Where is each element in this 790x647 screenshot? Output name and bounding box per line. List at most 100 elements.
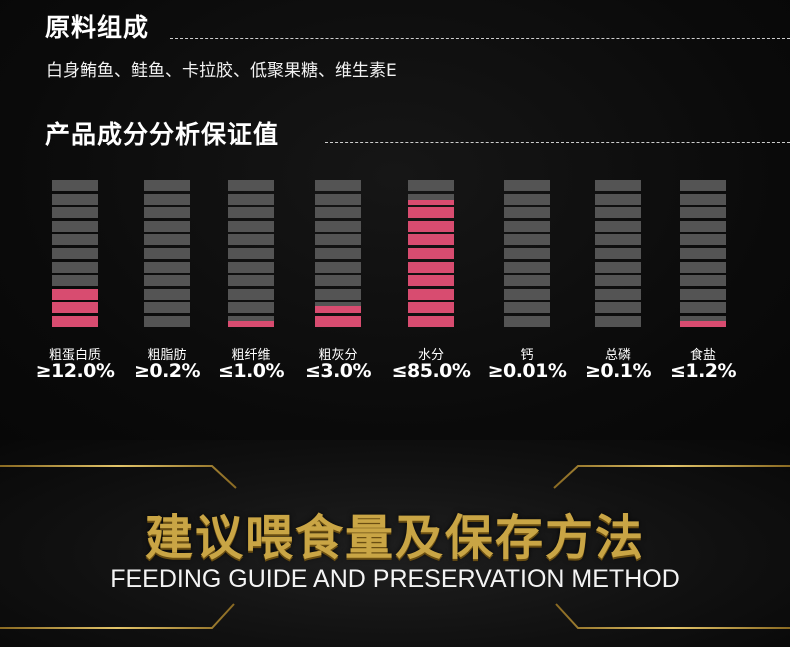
bar-segment: [504, 316, 550, 327]
bar-segment: [595, 180, 641, 191]
bar-segment: [680, 288, 726, 300]
bar-segment: [315, 275, 361, 287]
nutrient-label: 水分: [417, 348, 444, 363]
bar-segment: [680, 220, 726, 232]
bar-segment: [228, 288, 274, 300]
bar-segment: [315, 248, 361, 259]
bar-segment: [504, 207, 550, 219]
nutrient-bar: [144, 180, 190, 332]
bar-segment: [680, 248, 726, 259]
bar-segment: [144, 275, 190, 287]
nutrient-label: 总磷: [604, 348, 631, 363]
nutrient-value: ≤85.0%: [391, 360, 471, 382]
bar-segment: [228, 275, 274, 287]
bar-segment: [504, 248, 550, 259]
nutrient-bar: [504, 180, 550, 332]
bar-segment: [144, 193, 190, 205]
bar-segment: [504, 180, 550, 191]
nutrient-label: 钙: [520, 348, 534, 363]
bar-segment: [595, 207, 641, 219]
heading-divider: [170, 38, 790, 39]
bar-fill: [680, 321, 726, 327]
bar-segment: [315, 288, 361, 300]
bar-segment: [680, 275, 726, 287]
bar-fill: [52, 316, 98, 327]
bar-segment: [228, 180, 274, 191]
feeding-guide-title: 建议喂食量及保存方法: [144, 510, 645, 566]
heading-divider: [325, 142, 790, 143]
bar-segment: [504, 288, 550, 300]
bar-segment: [52, 180, 98, 191]
bar-segment: [595, 316, 641, 327]
bar-segment: [595, 261, 641, 273]
bar-segment: [144, 234, 190, 246]
nutrient-label: 食盐: [689, 348, 716, 363]
nutrient-bar: [680, 180, 726, 332]
bar-segment: [52, 261, 98, 273]
nutrient-label: 粗灰分: [318, 348, 358, 363]
bar-segment: [504, 220, 550, 232]
bar-segment: [680, 207, 726, 219]
bar-segment: [315, 234, 361, 246]
bar-segment: [52, 248, 98, 259]
bar-fill: [408, 248, 454, 259]
bar-segment: [228, 261, 274, 273]
bar-fill: [228, 321, 274, 327]
bar-segment: [680, 302, 726, 314]
nutrient-value: ≥0.2%: [133, 360, 201, 382]
bar-segment: [680, 180, 726, 191]
bar-segment: [52, 275, 98, 287]
bar-fill: [408, 234, 454, 246]
bar-fill: [408, 288, 454, 300]
bar-segment: [52, 193, 98, 205]
bar-segment: [315, 180, 361, 191]
nutrient-bar: [315, 180, 361, 332]
nutrient-bar: [228, 180, 274, 332]
bar-segment: [144, 316, 190, 327]
nutrient-value: ≤3.0%: [304, 360, 372, 382]
nutrient-bar: [595, 180, 641, 332]
bar-segment: [144, 302, 190, 314]
nutrient-value: ≥0.1%: [584, 360, 652, 382]
bar-segment: [504, 193, 550, 205]
nutrient-value: ≥12.0%: [35, 360, 115, 382]
nutrient-label: 粗脂肪: [147, 348, 187, 363]
bar-segment: [595, 302, 641, 314]
bar-segment: [52, 220, 98, 232]
bar-segment: [504, 234, 550, 246]
bar-segment: [228, 220, 274, 232]
bar-segment: [595, 275, 641, 287]
bar-fill: [52, 302, 98, 314]
bar-segment: [144, 288, 190, 300]
bar-segment: [680, 193, 726, 205]
bar-segment: [144, 207, 190, 219]
bar-segment: [595, 220, 641, 232]
bar-fill: [52, 288, 98, 300]
bar-fill: [315, 306, 361, 314]
top-background: [0, 0, 790, 440]
bar-segment: [144, 180, 190, 191]
analysis-heading: 产品成分分析保证值: [45, 120, 280, 149]
bar-segment: [408, 180, 454, 191]
bottom-background: [0, 440, 790, 647]
bar-segment: [315, 193, 361, 205]
bar-fill: [408, 302, 454, 314]
bar-fill: [408, 207, 454, 219]
bar-segment: [228, 234, 274, 246]
bar-fill: [408, 275, 454, 287]
nutrient-label: 粗蛋白质: [48, 348, 101, 363]
bar-segment: [315, 220, 361, 232]
bar-fill: [408, 199, 454, 205]
bar-segment: [228, 302, 274, 314]
bar-segment: [680, 261, 726, 273]
bar-segment: [595, 248, 641, 259]
bar-fill: [315, 316, 361, 327]
ingredients-heading: 原料组成: [45, 13, 150, 42]
bar-segment: [228, 193, 274, 205]
bar-segment: [144, 261, 190, 273]
bar-segment: [144, 220, 190, 232]
nutrient-bar: [408, 180, 454, 332]
bar-segment: [680, 234, 726, 246]
bar-segment: [52, 234, 98, 246]
ingredients-list: 白身鲔鱼、鲑鱼、卡拉胶、低聚果糖、维生素E: [46, 61, 397, 81]
